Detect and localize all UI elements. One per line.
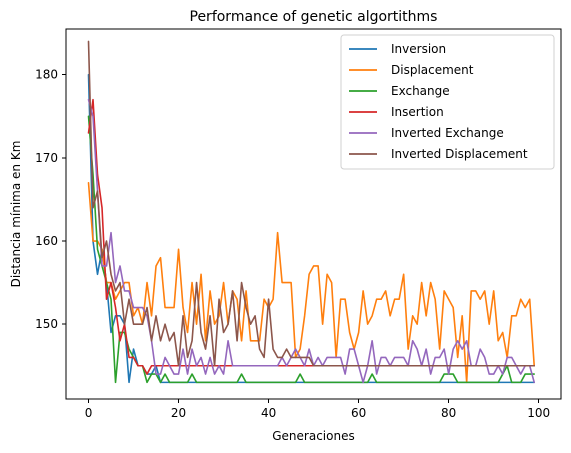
x-tick-label: 20 bbox=[171, 406, 186, 420]
x-tick-label: 40 bbox=[261, 406, 276, 420]
legend-label-insertion: Insertion bbox=[391, 105, 444, 119]
y-tick-label: 170 bbox=[35, 151, 58, 165]
legend-label-inversion: Inversion bbox=[391, 42, 446, 56]
x-tick-label: 60 bbox=[351, 406, 366, 420]
series-layer bbox=[87, 40, 536, 384]
chart-title: Performance of genetic algortithms bbox=[190, 9, 438, 25]
legend-label-inverted-exchange: Inverted Exchange bbox=[391, 126, 504, 140]
y-tick-label: 180 bbox=[35, 68, 58, 82]
legend: Inversion Displacement Exchange Insertion In… bbox=[340, 34, 555, 170]
x-tick-label: 100 bbox=[527, 406, 550, 420]
series-line-displacement bbox=[87, 182, 536, 384]
y-tick-label: 160 bbox=[35, 234, 58, 248]
series-line-exchange bbox=[87, 115, 536, 384]
axes-layer: 0 20 40 60 80 100 150 160 170 180 bbox=[35, 28, 562, 420]
legend-label-displacement: Displacement bbox=[391, 63, 474, 77]
plot-frame bbox=[65, 28, 562, 400]
x-tick-label: 80 bbox=[441, 406, 456, 420]
series-line-inverted-exchange bbox=[87, 98, 536, 384]
y-tick-label: 150 bbox=[35, 317, 58, 331]
legend-frame bbox=[340, 34, 555, 170]
legend-label-exchange: Exchange bbox=[391, 84, 450, 98]
x-tick-label: 0 bbox=[85, 406, 93, 420]
y-axis-title: Distancia mínima en Km bbox=[9, 141, 23, 288]
x-axis-title: Generaciones bbox=[272, 429, 354, 443]
legend-label-inverted-displacement: Inverted Displacement bbox=[391, 147, 528, 161]
series-line-inverted-displacement bbox=[87, 40, 536, 367]
